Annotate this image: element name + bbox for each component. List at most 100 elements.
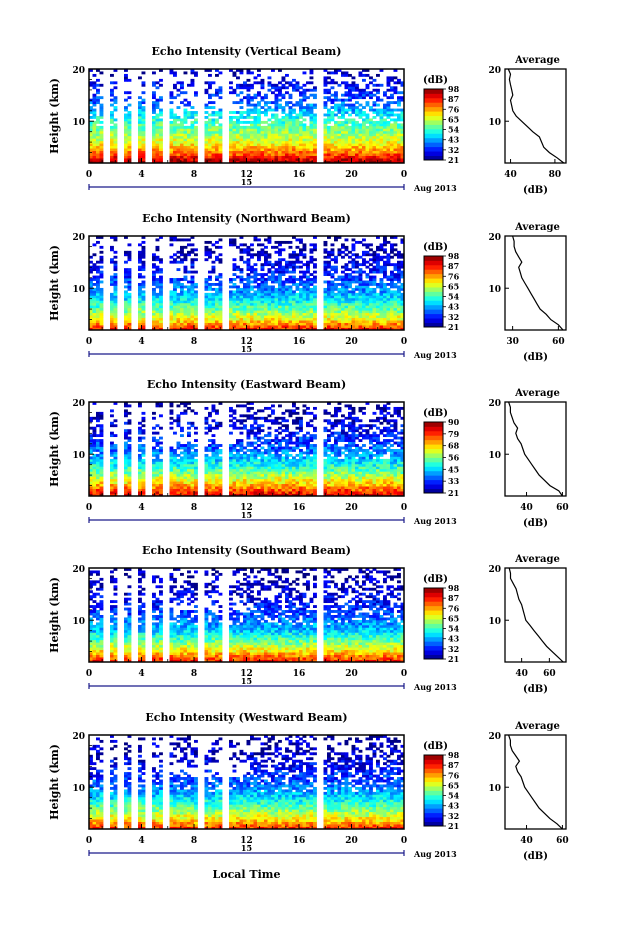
heatmap-cell [110, 260, 114, 264]
heatmap-cell [211, 486, 216, 489]
heatmap-cell [264, 143, 268, 147]
heatmap-cell [92, 478, 97, 482]
heatmap-cell [124, 130, 128, 134]
heatmap-cell [232, 444, 237, 447]
heatmap-cell [327, 153, 331, 156]
heatmap-cell [260, 295, 265, 299]
heatmap-cell [271, 273, 275, 276]
heatmap-cell [285, 292, 289, 296]
heatmap-cell [236, 158, 240, 161]
heatmap-cell [344, 138, 349, 142]
heatmap-cell [341, 125, 345, 129]
heatmap-cell [211, 111, 216, 114]
heatmap-cell [362, 128, 366, 132]
heatmap-cell [99, 315, 104, 319]
heatmap-cell [295, 88, 300, 92]
heatmap-cell [267, 310, 272, 314]
heatmap-cell [208, 486, 212, 489]
heatmap-cell [211, 453, 216, 457]
heatmap-cell [292, 88, 296, 92]
heatmap-cell [274, 307, 279, 311]
heatmap-cell [218, 260, 223, 264]
heatmap-cell [295, 145, 300, 149]
heatmap-cell [257, 125, 261, 129]
heatmap-cell [180, 158, 184, 161]
heatmap-cell [208, 125, 212, 129]
heatmap-cell [260, 83, 265, 87]
heatmap-cell [246, 125, 251, 129]
heatmap-cell [204, 133, 209, 137]
heatmap-cell [236, 302, 240, 306]
heatmap-cell [152, 145, 156, 149]
heatmap-cell [89, 290, 93, 294]
heatmap-cell [204, 483, 209, 487]
heatmap-cell [176, 327, 181, 331]
heatmap-cell [309, 133, 314, 137]
heatmap-cell [239, 111, 244, 114]
heatmap-cell [386, 295, 391, 299]
heatmap-cell [183, 292, 188, 296]
heatmap-cell [232, 315, 237, 319]
panel-1: Echo Intensity (Vertical Beam)0 4 8 12 16 20 0… [48, 45, 567, 196]
heatmap-cell [229, 292, 233, 296]
heatmap-cell [267, 278, 272, 281]
heatmap-cell [187, 402, 191, 405]
heatmap-cell [232, 148, 237, 152]
heatmap-cell [358, 263, 363, 267]
heatmap-cell [372, 312, 377, 316]
heatmap-cell [278, 265, 282, 269]
heatmap-cell [264, 238, 268, 242]
heatmap-cell [397, 150, 401, 154]
heatmap-cell [194, 93, 198, 97]
heatmap-cell [180, 491, 184, 494]
heatmap-cell [243, 325, 247, 328]
heatmap-cell [271, 150, 275, 154]
heatmap-cell [393, 125, 398, 129]
heatmap-cell [260, 78, 265, 82]
heatmap-cell [190, 270, 195, 274]
heatmap-cell [113, 285, 118, 289]
heatmap-cell [141, 471, 146, 475]
heatmap-cell [141, 491, 146, 494]
heatmap-cell [152, 148, 156, 152]
heatmap-cell [271, 300, 275, 304]
heatmap-cell [99, 280, 104, 284]
heatmap-cell [250, 135, 254, 139]
heatmap-cell [299, 93, 303, 97]
heatmap-cell [323, 287, 328, 291]
heatmap-cell [169, 483, 174, 487]
heatmap-cell [351, 305, 356, 309]
heatmap-cell [239, 456, 244, 460]
heatmap-cell [232, 91, 237, 95]
heatmap-cell [285, 81, 289, 85]
heatmap-cell [138, 135, 142, 139]
heatmap-cell [365, 143, 370, 147]
heatmap-cell [344, 300, 349, 304]
heatmap-cell [211, 406, 216, 410]
heatmap-cell [187, 295, 191, 299]
heatmap-cell [208, 312, 212, 316]
heatmap-cell [250, 155, 254, 159]
heatmap-cell [89, 81, 93, 85]
heatmap-cell [152, 265, 156, 269]
heatmap-cell [302, 283, 307, 286]
heatmap-cell [110, 148, 114, 152]
heatmap-cell [257, 140, 261, 144]
heatmap-cell [264, 145, 268, 149]
heatmap-cell [218, 295, 223, 299]
heatmap-cell [152, 302, 156, 306]
heatmap-cell [362, 307, 366, 311]
heatmap-cell [299, 113, 303, 117]
heatmap-cell [173, 287, 177, 291]
heatmap-cell [313, 300, 317, 304]
heatmap-cell [183, 446, 188, 450]
heatmap-cell [334, 143, 338, 147]
heatmap-cell [323, 103, 328, 107]
heatmap-cell [246, 78, 251, 82]
heatmap-cell [362, 78, 366, 82]
heatmap-cell [89, 476, 93, 480]
heatmap-cell [218, 292, 223, 296]
heatmap-cell [152, 270, 156, 274]
heatmap-cell [99, 270, 104, 274]
heatmap-cell [113, 255, 118, 259]
